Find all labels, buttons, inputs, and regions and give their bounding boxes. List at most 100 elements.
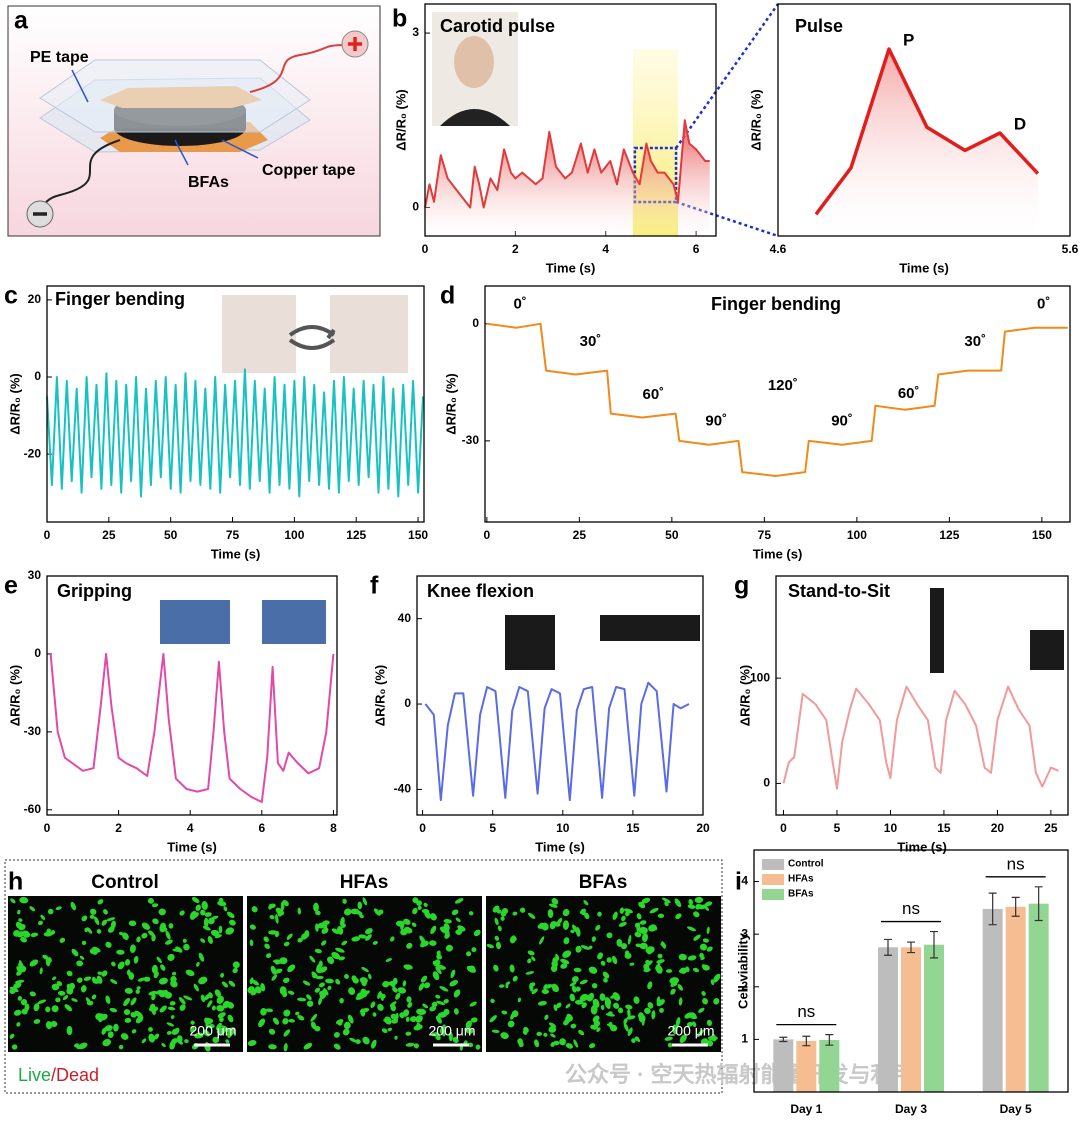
cell	[550, 1033, 556, 1038]
plot-frame	[424, 3, 717, 237]
arrow-icon	[288, 325, 336, 350]
cell	[511, 1010, 519, 1018]
cell	[613, 1002, 620, 1009]
photo-insets	[160, 12, 1064, 673]
cell	[249, 924, 256, 930]
x-axis-label: Time (s)	[753, 546, 803, 561]
cell	[19, 896, 29, 904]
cell	[172, 948, 182, 952]
cell	[627, 1008, 631, 1018]
x-tick-label: 20	[991, 821, 1005, 835]
cell	[214, 934, 222, 939]
cell	[268, 1028, 276, 1035]
chart-title: Finger bending	[711, 294, 841, 314]
cell	[33, 1003, 40, 1012]
cell	[579, 979, 588, 985]
cell	[704, 901, 713, 907]
cell	[193, 983, 199, 992]
x-tick-label: 4	[187, 821, 194, 835]
cell	[167, 1006, 176, 1011]
cell	[37, 999, 47, 1005]
cell	[170, 980, 178, 988]
cell	[685, 966, 690, 973]
cell	[52, 983, 60, 990]
x-tick-label: 4.6	[770, 242, 787, 256]
scale-bar-label: 200 μm	[668, 1023, 715, 1039]
angle-label: 0˚	[1037, 295, 1050, 312]
cell	[497, 925, 502, 932]
cell	[163, 927, 168, 932]
cell	[360, 1008, 366, 1017]
cell	[556, 1002, 562, 1009]
x-tick-label: 5	[834, 821, 841, 835]
cell	[79, 955, 85, 960]
cell	[106, 917, 116, 922]
area	[425, 120, 710, 236]
cell	[355, 994, 365, 1000]
cell	[17, 909, 21, 915]
cell	[525, 971, 535, 975]
cell	[575, 986, 581, 992]
legend-label: BFAs	[788, 889, 814, 900]
cell	[42, 954, 49, 960]
cell	[577, 1000, 583, 1005]
cell	[362, 897, 368, 906]
cell	[40, 914, 46, 920]
y-axis-label: ΔR/R₀ (%)	[748, 89, 763, 150]
cell	[475, 1044, 481, 1050]
cell	[166, 1022, 175, 1027]
cell	[641, 933, 649, 942]
cell	[647, 1002, 654, 1009]
x-tick-label: 0	[422, 242, 429, 256]
cell	[325, 978, 334, 984]
cell	[315, 910, 321, 916]
cell	[693, 934, 701, 941]
cell	[55, 997, 61, 1003]
cell	[699, 952, 704, 959]
cell	[429, 913, 437, 921]
cell	[30, 932, 39, 937]
cell	[647, 981, 653, 990]
plot-frame	[46, 285, 425, 523]
cell	[313, 902, 319, 912]
photo-inset	[505, 615, 555, 670]
cell	[303, 1042, 313, 1050]
cell	[283, 1029, 291, 1037]
panel-letter: d	[440, 282, 455, 310]
bar	[1028, 903, 1049, 1092]
y-tick-label: 0	[34, 369, 41, 383]
cell	[319, 990, 324, 996]
x-tick-label: 150	[1032, 528, 1052, 542]
cell	[86, 927, 93, 934]
cell	[97, 1013, 104, 1023]
cell	[464, 1026, 474, 1034]
cell	[365, 928, 373, 935]
watermark: 公众号 · 空天热辐射能量开发与利用	[565, 1062, 915, 1087]
cell	[700, 1038, 709, 1046]
cell	[52, 976, 57, 981]
cell	[443, 1008, 450, 1016]
cell	[216, 1022, 222, 1031]
cell	[378, 909, 384, 915]
cell	[625, 1004, 633, 1010]
cell	[587, 992, 595, 1002]
error-bar	[930, 930, 938, 959]
cell	[141, 932, 148, 939]
cell	[347, 1014, 354, 1024]
cell	[556, 917, 563, 925]
cell	[287, 964, 296, 973]
cell	[14, 979, 25, 984]
legend-label: Control	[788, 859, 824, 870]
y-tick-label: -20	[24, 446, 42, 460]
bar	[982, 908, 1003, 1092]
angle-label: 30˚	[580, 333, 602, 350]
cell	[158, 908, 166, 916]
cell	[661, 897, 671, 903]
cell	[711, 1034, 717, 1042]
x-tick-label: 25	[102, 528, 116, 542]
cell	[418, 982, 425, 991]
cell	[207, 1000, 213, 1008]
cell	[389, 1001, 397, 1007]
bar	[1005, 906, 1026, 1092]
cell	[445, 944, 453, 952]
